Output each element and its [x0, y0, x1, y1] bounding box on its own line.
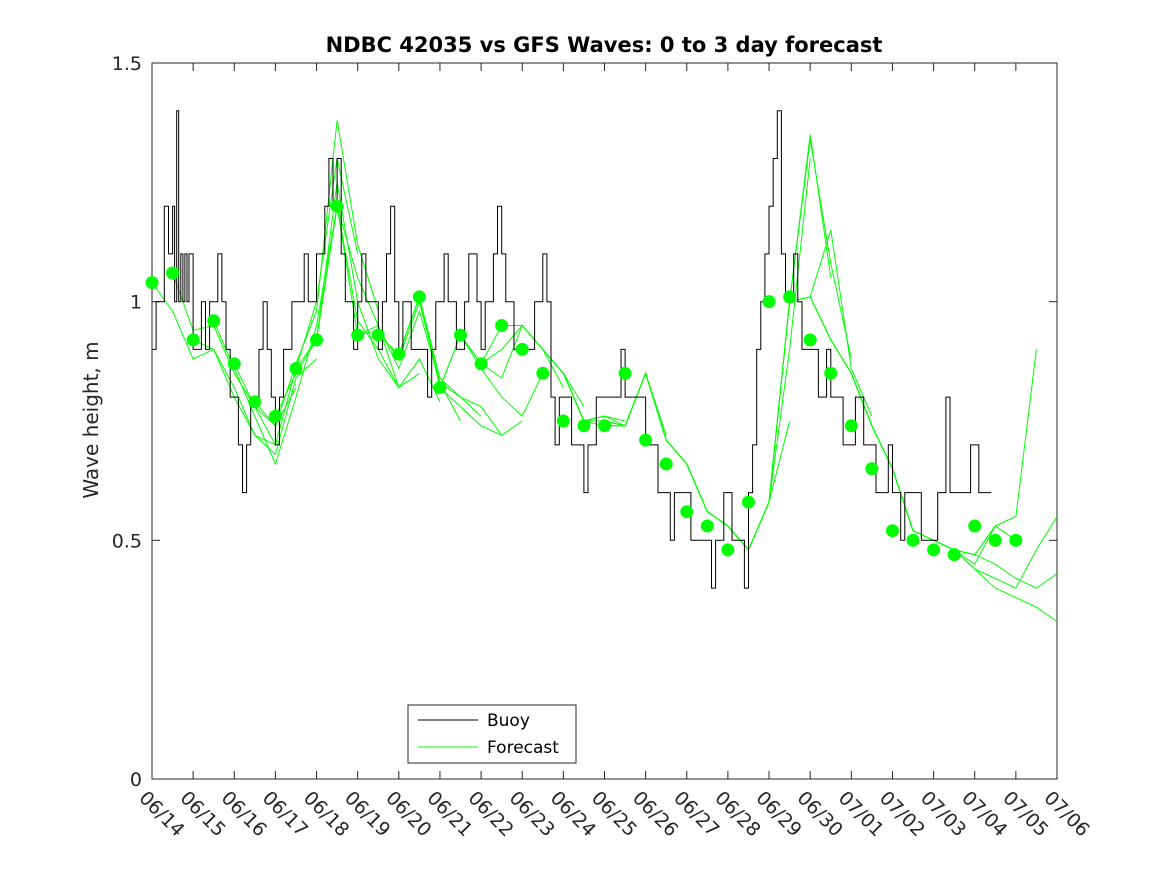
legend: Buoy Forecast	[407, 704, 577, 764]
forecast-point	[310, 333, 324, 347]
x-tick-label: 06/18	[299, 787, 353, 841]
y-tick-label: 1	[130, 292, 142, 314]
forecast-point	[639, 433, 653, 447]
forecast-point	[906, 533, 920, 547]
forecast-point	[412, 290, 426, 304]
x-tick-label: 06/15	[176, 787, 230, 841]
forecast-point	[433, 381, 447, 395]
forecast-point	[515, 342, 529, 356]
forecast-point	[186, 333, 200, 347]
forecast-point	[659, 457, 673, 471]
x-tick-label: 06/20	[381, 787, 435, 841]
forecast-point	[598, 419, 611, 433]
y-tick-label: 0.5	[112, 530, 142, 552]
forecast-point	[824, 366, 838, 380]
forecast-point	[207, 314, 221, 328]
x-tick-label: 07/01	[834, 787, 888, 841]
x-tick-label: 07/02	[875, 787, 929, 841]
forecast-point	[351, 328, 365, 342]
x-tick-label: 06/29	[752, 787, 806, 841]
forecast-point	[844, 419, 858, 433]
chart-title: NDBC 42035 vs GFS Waves: 0 to 3 day fore…	[326, 33, 883, 57]
forecast-point	[268, 409, 282, 423]
y-axis-label: Wave height, m	[79, 341, 103, 498]
forecast-point	[392, 347, 406, 361]
forecast-point	[968, 519, 982, 533]
forecast-point	[330, 199, 344, 213]
x-tick-label: 06/26	[628, 787, 682, 841]
forecast-point	[700, 519, 714, 533]
forecast-point	[618, 366, 632, 380]
y-tick-label: 0	[130, 769, 142, 791]
x-tick-label: 06/28	[710, 787, 764, 841]
forecast-series-line	[192, 339, 317, 456]
plot-area: 00.511.506/1406/1506/1606/1706/1806/1906…	[112, 53, 1094, 841]
x-tick-label: 06/30	[793, 787, 847, 841]
forecast-point	[741, 495, 755, 509]
forecast-point	[536, 366, 550, 380]
forecast-point	[927, 543, 941, 557]
forecast-point	[721, 543, 735, 557]
forecast-point	[783, 290, 797, 304]
forecast-series-line	[953, 549, 1058, 622]
x-tick-label: 07/03	[916, 787, 970, 841]
forecast-point	[1009, 533, 1023, 547]
x-tick-label: 06/24	[546, 787, 600, 841]
legend-label-buoy: Buoy	[487, 711, 530, 731]
forecast-point	[762, 295, 776, 309]
x-tick-label: 06/21	[422, 787, 476, 841]
forecast-point	[947, 548, 961, 562]
forecast-point	[474, 357, 488, 371]
x-tick-label: 06/25	[587, 787, 641, 841]
forecast-point	[885, 524, 899, 538]
forecast-point	[680, 505, 694, 519]
legend-box	[407, 704, 577, 764]
forecast-point	[371, 328, 385, 342]
forecast-point	[145, 276, 159, 290]
x-tick-label: 06/23	[505, 787, 559, 841]
forecast-point	[227, 357, 241, 371]
legend-label-forecast: Forecast	[487, 738, 559, 758]
x-tick-label: 06/17	[258, 787, 312, 841]
x-tick-label: 06/22	[464, 787, 518, 841]
x-tick-label: 06/27	[669, 787, 723, 841]
forecast-point	[495, 319, 509, 333]
y-tick-label: 1.5	[112, 53, 142, 75]
forecast-point	[289, 361, 303, 375]
x-tick-label: 07/06	[1039, 787, 1093, 841]
forecast-point	[166, 266, 180, 280]
x-tick-label: 06/19	[340, 787, 394, 841]
forecast-point	[803, 333, 817, 347]
forecast-point	[248, 395, 262, 409]
forecast-point	[865, 462, 879, 476]
forecast-point	[454, 328, 468, 342]
x-tick-label: 07/05	[998, 787, 1052, 841]
x-tick-label: 06/14	[134, 787, 188, 841]
x-tick-label: 06/16	[217, 787, 271, 841]
forecast-point	[556, 414, 570, 428]
forecast-point	[988, 533, 1002, 547]
x-tick-label: 07/04	[957, 787, 1011, 841]
forecast-series-line	[974, 554, 1058, 589]
forecast-point	[577, 419, 591, 433]
